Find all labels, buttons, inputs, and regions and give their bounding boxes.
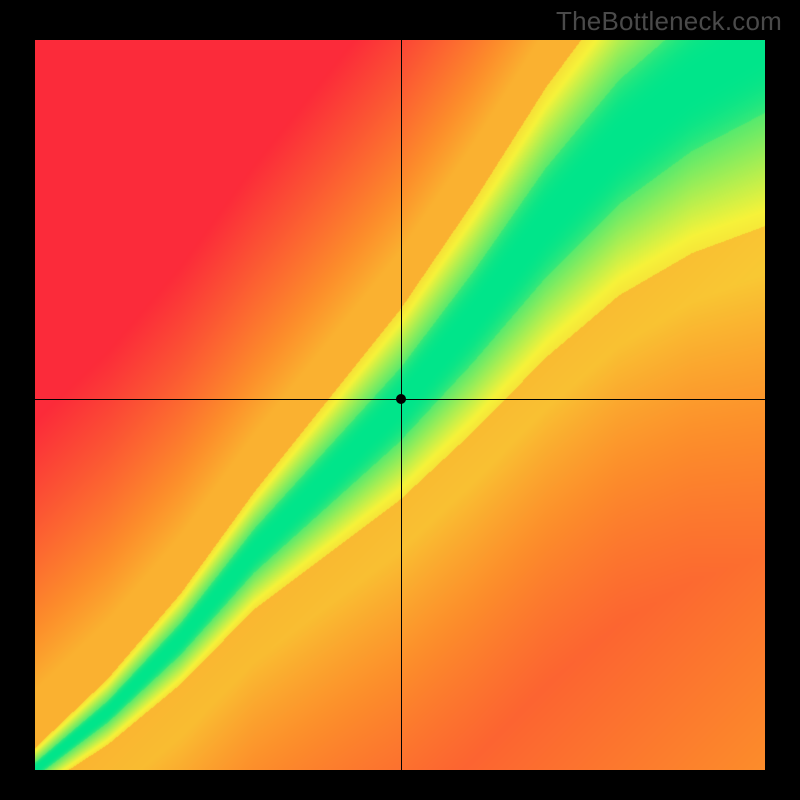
crosshair-marker bbox=[396, 394, 406, 404]
crosshair-vertical bbox=[401, 40, 402, 770]
chart-frame: TheBottleneck.com bbox=[0, 0, 800, 800]
watermark-text: TheBottleneck.com bbox=[556, 6, 782, 37]
heatmap-plot bbox=[35, 40, 765, 770]
